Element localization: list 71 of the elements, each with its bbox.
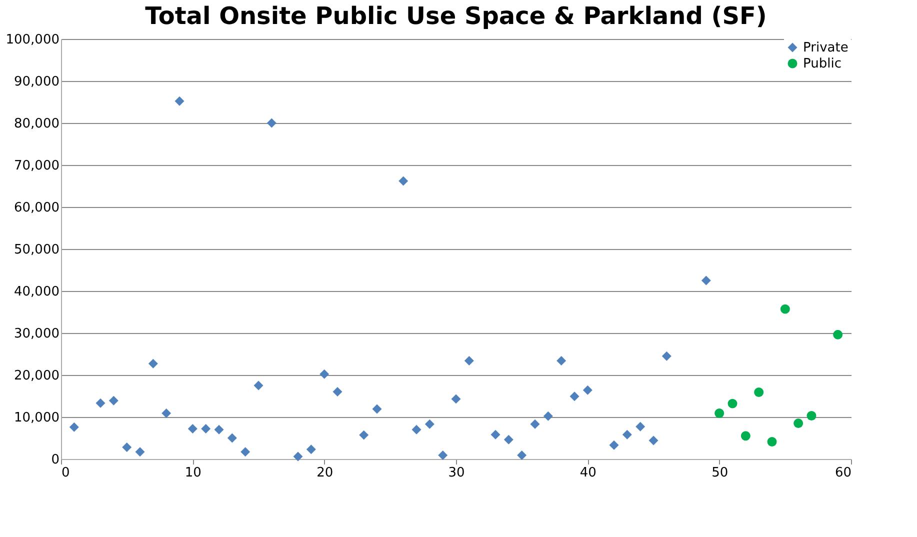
point [214, 424, 224, 434]
point [794, 418, 804, 428]
point [320, 369, 330, 379]
point [135, 447, 145, 457]
point [372, 404, 382, 414]
point [424, 419, 434, 429]
point [622, 430, 632, 440]
point [359, 430, 369, 440]
y-tick-label: 10,000 [14, 410, 60, 426]
x-tick-label: 20 [316, 466, 334, 480]
x-tick-label: 30 [448, 466, 465, 480]
y-tick-label: 70,000 [14, 158, 60, 174]
y-tick-label: 100,000 [6, 32, 60, 48]
point [69, 422, 79, 432]
point [412, 424, 422, 434]
point [201, 424, 211, 434]
y-tick-label: 90,000 [14, 74, 60, 90]
point [293, 452, 303, 462]
point [188, 424, 198, 434]
point [490, 430, 500, 440]
point [108, 396, 118, 406]
point [609, 440, 619, 450]
point [122, 442, 132, 452]
point [266, 118, 276, 128]
y-tick-label: 60,000 [14, 200, 60, 216]
point [530, 419, 540, 429]
y-tick-label: 50,000 [14, 242, 60, 258]
chart-title: Total Onsite Public Use Space & Parkland (SF) [145, 2, 767, 30]
point [517, 450, 527, 460]
point [714, 408, 724, 418]
x-tick-label: 60 [834, 466, 852, 480]
point [174, 96, 184, 106]
point [754, 387, 764, 397]
x-tick-label: 0 [62, 466, 70, 480]
point [582, 385, 592, 395]
legend-label: Private [803, 40, 848, 56]
point [451, 394, 461, 404]
point [556, 356, 566, 366]
point [833, 330, 843, 340]
point [806, 411, 816, 420]
point [438, 450, 448, 460]
point [570, 392, 580, 402]
point [148, 358, 158, 368]
point [767, 437, 777, 447]
point [662, 351, 672, 361]
point [636, 422, 646, 432]
point [162, 408, 172, 418]
y-tick-label: 40,000 [14, 284, 60, 300]
x-tick-label: 40 [580, 466, 596, 480]
point [240, 447, 250, 457]
point [701, 276, 711, 286]
point [227, 433, 237, 443]
point [728, 398, 738, 408]
point [398, 176, 408, 186]
y-tick-label: 80,000 [14, 116, 60, 132]
point [332, 387, 342, 397]
point [543, 411, 553, 421]
x-tick-label: 50 [712, 466, 728, 480]
point [648, 436, 658, 446]
point [464, 356, 474, 366]
y-tick-label: 30,000 [14, 326, 60, 342]
point [306, 444, 316, 454]
x-tick-label: 10 [184, 466, 202, 480]
legend-label: Public [803, 56, 842, 72]
point [780, 304, 790, 314]
point [504, 434, 514, 444]
y-tick-label: 20,000 [14, 368, 60, 384]
y-tick-label: 0 [51, 452, 60, 468]
point [254, 380, 264, 390]
point [740, 431, 750, 441]
point [96, 398, 106, 408]
